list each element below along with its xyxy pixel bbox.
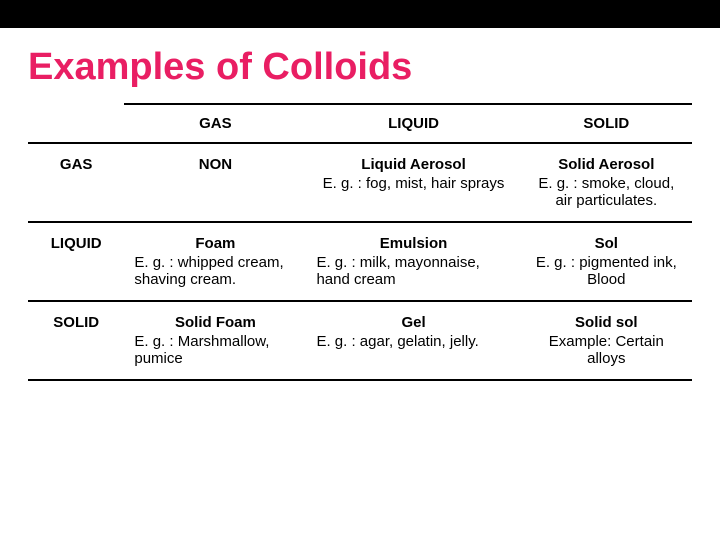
table-header-row: GAS LIQUID SOLID	[28, 104, 692, 143]
cell-solid-gas: Solid Foam E. g. : Marshmallow, pumice	[124, 301, 306, 380]
cell-title: Emulsion	[316, 235, 510, 252]
cell-title: Sol	[531, 235, 682, 252]
colloids-table: GAS LIQUID SOLID GAS NON Liquid Aerosol …	[28, 103, 692, 381]
table-row: SOLID Solid Foam E. g. : Marshmallow, pu…	[28, 301, 692, 380]
table-row: LIQUID Foam E. g. : whipped cream, shavi…	[28, 222, 692, 301]
cell-sub: E. g. : agar, gelatin, jelly.	[316, 333, 510, 350]
cell-liquid-liquid: Emulsion E. g. : milk, mayonnaise, hand …	[306, 222, 520, 301]
cell-gas-liquid: Liquid Aerosol E. g. : fog, mist, hair s…	[306, 143, 520, 222]
cell-sub: E. g. : Marshmallow, pumice	[134, 333, 296, 367]
col-header-liquid: LIQUID	[306, 104, 520, 143]
col-header-gas: GAS	[124, 104, 306, 143]
page-title: Examples of Colloids	[0, 28, 720, 103]
cell-title: Liquid Aerosol	[316, 156, 510, 173]
cell-solid-liquid: Gel E. g. : agar, gelatin, jelly.	[306, 301, 520, 380]
cell-gas-solid: Solid Aerosol E. g. : smoke, cloud, air …	[521, 143, 692, 222]
cell-sub: E. g. : pigmented ink, Blood	[531, 254, 682, 288]
cell-sub: E. g. : fog, mist, hair sprays	[316, 175, 510, 192]
cell-title: Foam	[134, 235, 296, 252]
corner-cell	[28, 104, 124, 143]
row-header-liquid: LIQUID	[28, 222, 124, 301]
col-header-solid: SOLID	[521, 104, 692, 143]
cell-title: Solid sol	[531, 314, 682, 331]
cell-sub: E. g. : whipped cream, shaving cream.	[134, 254, 296, 288]
cell-title: Solid Aerosol	[531, 156, 682, 173]
top-bar	[0, 0, 720, 28]
cell-liquid-solid: Sol E. g. : pigmented ink, Blood	[521, 222, 692, 301]
cell-title: Gel	[316, 314, 510, 331]
cell-solid-solid: Solid sol Example: Certain alloys	[521, 301, 692, 380]
table-row: GAS NON Liquid Aerosol E. g. : fog, mist…	[28, 143, 692, 222]
cell-title: NON	[134, 156, 296, 173]
cell-sub: Example: Certain alloys	[531, 333, 682, 367]
cell-gas-gas: NON	[124, 143, 306, 222]
row-header-gas: GAS	[28, 143, 124, 222]
cell-sub: E. g. : smoke, cloud, air particulates.	[531, 175, 682, 209]
cell-liquid-gas: Foam E. g. : whipped cream, shaving crea…	[124, 222, 306, 301]
row-header-solid: SOLID	[28, 301, 124, 380]
cell-title: Solid Foam	[134, 314, 296, 331]
cell-sub: E. g. : milk, mayonnaise, hand cream	[316, 254, 510, 288]
